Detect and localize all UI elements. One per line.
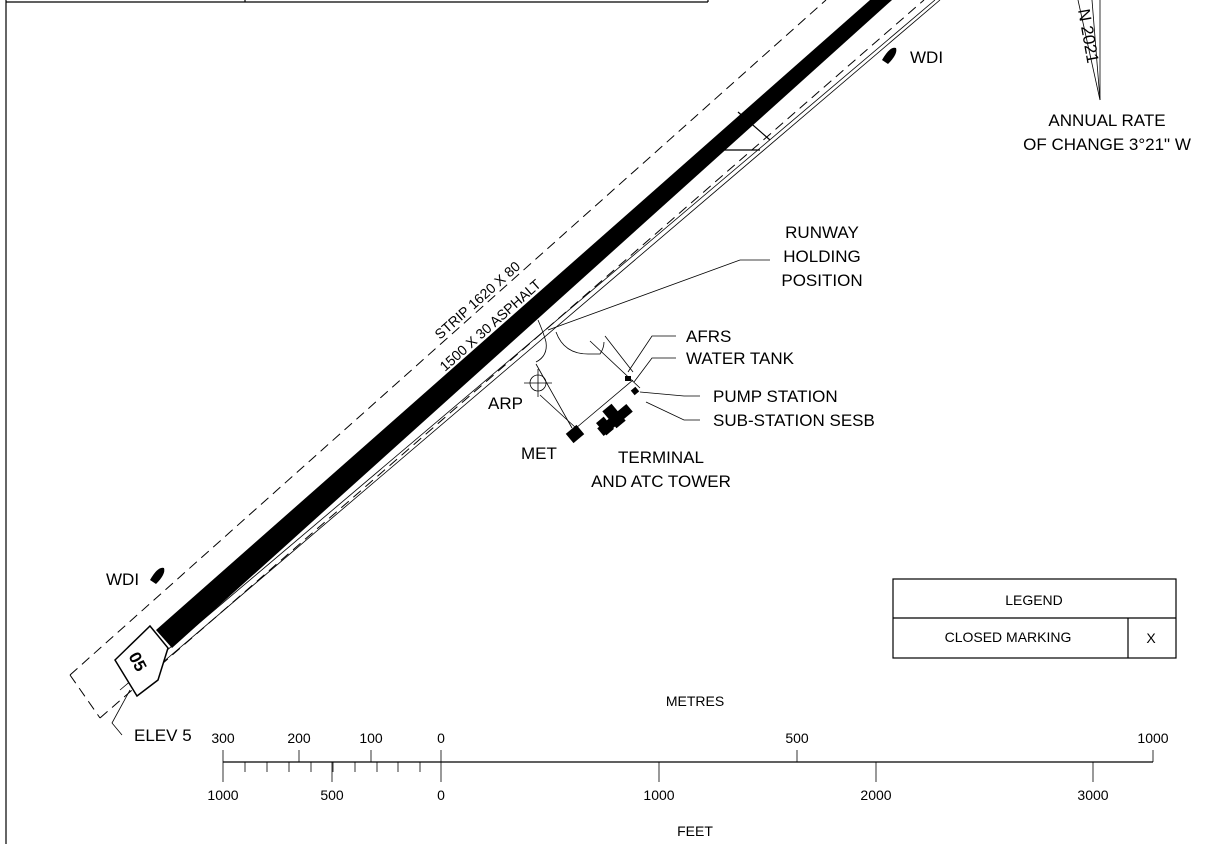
scale-metres-title: METRES (666, 693, 724, 709)
scale-feet-label: 0 (437, 787, 445, 803)
scale-feet-label: 1000 (643, 787, 674, 803)
wdi-top-label: WDI (910, 48, 943, 67)
wdi-bottom-label: WDI (106, 570, 139, 589)
scale-feet-label: 500 (320, 787, 344, 803)
scale-feet-label: 1000 (207, 787, 238, 803)
facility-leaders (627, 335, 700, 421)
scale-metres-label: 500 (785, 730, 809, 746)
magnetic-rate-line1: ANNUAL RATE (1048, 111, 1165, 130)
holding-position-leader (547, 259, 770, 331)
scale-metres-label: 0 (437, 730, 445, 746)
wind-direction-indicator-icon (882, 47, 897, 64)
scale-feet-label: 3000 (1077, 787, 1108, 803)
pump-station-label: PUMP STATION (713, 387, 838, 406)
scale-metres-label: 1000 (1137, 730, 1168, 746)
frame-corner (5, 0, 709, 844)
elevation-label: ELEV 5 (134, 726, 192, 745)
legend-box (892, 578, 1177, 659)
holding-position-line3: POSITION (781, 271, 862, 290)
legend-item-symbol: X (1146, 630, 1156, 646)
taxiway-and-apron (535, 319, 641, 429)
runway-shoulder (119, 0, 941, 691)
magnetic-north-arrow (1077, 0, 1101, 101)
holding-position-line2: HOLDING (783, 247, 860, 266)
elevation-leader (111, 689, 131, 736)
terminal-label-line1: TERMINAL (618, 448, 704, 467)
terminal-building (596, 403, 633, 437)
met-label: MET (521, 444, 557, 463)
scale-feet-title: FEET (677, 823, 713, 839)
scale-feet-label: 2000 (860, 787, 891, 803)
sub-station-label: SUB-STATION SESB (713, 411, 875, 430)
scale-metres-label: 200 (287, 730, 311, 746)
afrs-building (625, 376, 631, 381)
scale-metres-label: 100 (359, 730, 383, 746)
holding-position-line1: RUNWAY (785, 223, 859, 242)
magnetic-rate-line2: OF CHANGE 3°21" W (1023, 135, 1191, 154)
afrs-label: AFRS (686, 327, 731, 346)
wind-direction-indicator-icon (150, 567, 165, 584)
scale-metres-label: 300 (211, 730, 235, 746)
legend-item-label: CLOSED MARKING (945, 629, 1072, 645)
arp-symbol-icon (524, 369, 552, 397)
legend-title: LEGEND (1005, 592, 1063, 608)
water-tank (630, 386, 640, 396)
met-building (565, 424, 585, 444)
runway-threshold-box (114, 624, 169, 698)
water-tank-label: WATER TANK (686, 349, 795, 368)
closed-marking (722, 111, 771, 151)
runway-pavement (156, 0, 892, 648)
magnetic-date-label: N 2021 (1074, 7, 1102, 64)
terminal-label-line2: AND ATC TOWER (591, 472, 731, 491)
arp-label: ARP (488, 394, 523, 413)
